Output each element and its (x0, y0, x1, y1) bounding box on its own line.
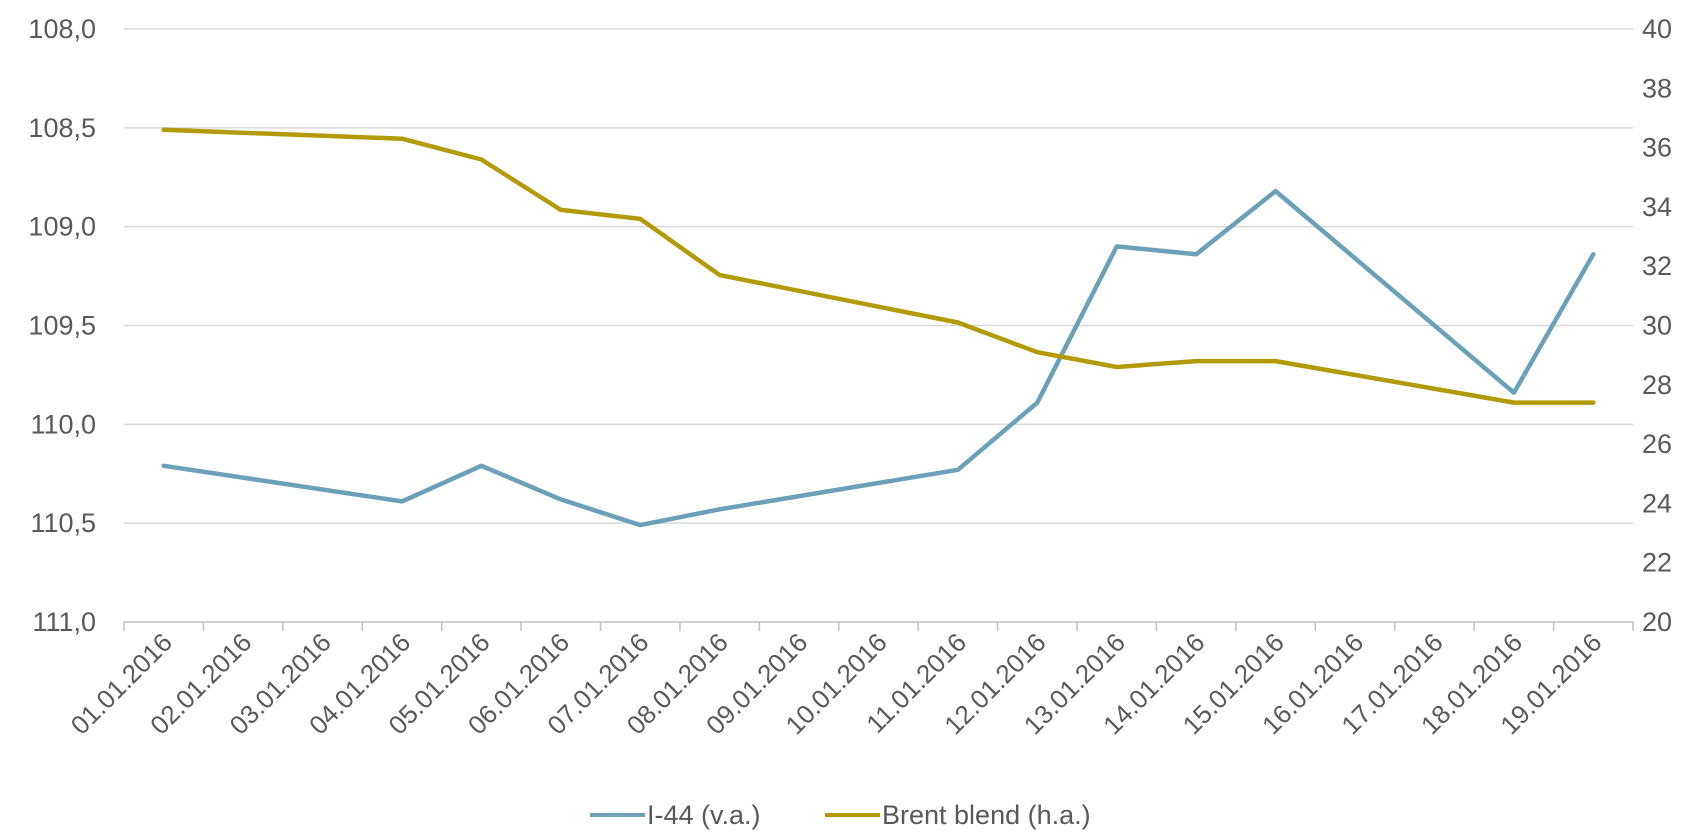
x-axis: 01.01.201602.01.201603.01.201604.01.2016… (65, 621, 1634, 740)
right-tick-label: 36 (1642, 133, 1672, 163)
right-tick-label: 34 (1642, 192, 1672, 222)
left-tick-label: 108,5 (28, 113, 96, 143)
series-layer (161, 127, 1596, 528)
left-axis-ticks: 108,0 108,5 109,0 109,5 110,0 110,5 111,0 (28, 14, 96, 637)
right-tick-label: 32 (1642, 251, 1672, 281)
legend-label-brent: Brent blend (h.a.) (882, 800, 1091, 830)
left-tick-label: 109,5 (28, 311, 96, 341)
right-tick-label: 26 (1642, 429, 1672, 459)
left-tick-label: 111,0 (32, 607, 96, 637)
right-tick-label: 20 (1642, 607, 1672, 637)
right-tick-label: 22 (1642, 548, 1672, 578)
legend-label-i44: I-44 (v.a.) (647, 800, 761, 830)
series-line-i44 (161, 188, 1596, 528)
right-tick-label: 30 (1642, 311, 1672, 341)
series-line-brent (161, 127, 1596, 405)
right-tick-label: 28 (1642, 370, 1672, 400)
left-tick-label: 109,0 (28, 212, 96, 242)
right-tick-label: 24 (1642, 488, 1672, 518)
legend: I-44 (v.a.) Brent blend (h.a.) (590, 800, 1091, 830)
right-tick-label: 40 (1642, 14, 1672, 44)
right-tick-label: 38 (1642, 73, 1672, 103)
left-tick-label: 110,0 (30, 409, 96, 439)
left-tick-label: 110,5 (30, 508, 96, 538)
right-axis-ticks: 40 38 36 34 32 30 28 26 24 22 20 (1642, 14, 1672, 637)
left-tick-label: 108,0 (28, 14, 96, 44)
gridlines (124, 28, 1633, 524)
